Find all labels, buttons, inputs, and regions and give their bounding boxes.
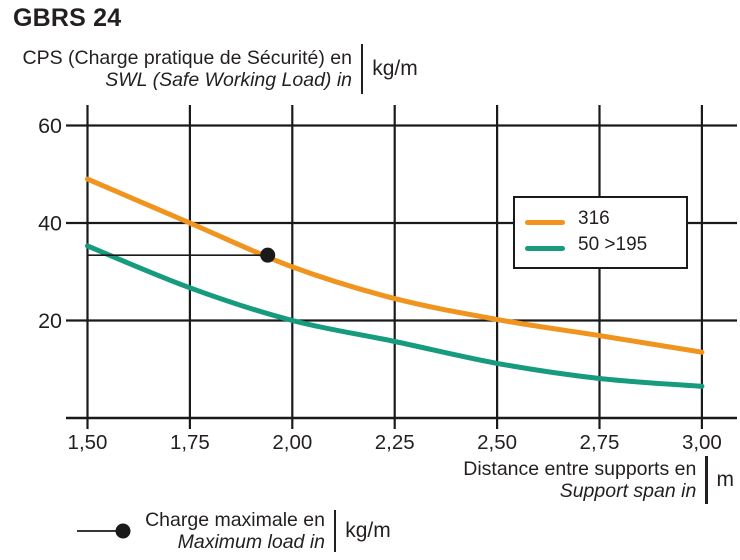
x-tick-label: 3,00 (682, 431, 722, 454)
x-tick-label: 1,50 (68, 431, 108, 454)
legend-label: 316 (578, 207, 610, 229)
y-axis-label-group: CPS (Charge pratique de Sécurité) en SWL… (14, 44, 418, 94)
y-axis-unit: kg/m (372, 57, 418, 80)
legend-swatch-orange (525, 219, 565, 225)
divider (361, 44, 364, 94)
legend-item-50-195: 50 >195 (525, 235, 680, 254)
x-axis-label-en: Support span in (559, 480, 697, 502)
maxload-marker-icon (77, 523, 131, 539)
legend-label: 50 >195 (578, 234, 648, 256)
page-title: GBRS 24 (13, 4, 122, 32)
x-axis-unit: m (716, 468, 735, 491)
chart-legend: 316 50 >195 (513, 196, 688, 269)
divider (334, 510, 337, 552)
x-tick-label: 1,75 (170, 431, 210, 454)
maxload-label-en: Maximum load in (177, 531, 325, 553)
x-axis-label-fr: Distance entre supports en (463, 458, 697, 480)
maxload-dot (260, 247, 276, 263)
y-axis-label-fr: CPS (Charge pratique de Sécurité) en (22, 47, 352, 69)
legend-item-316: 316 (525, 209, 680, 228)
y-tick-label: 60 (38, 114, 62, 138)
y-tick-label: 20 (38, 309, 62, 333)
legend-swatch-teal (525, 246, 565, 252)
x-axis-label-text: Distance entre supports en Support span … (463, 456, 696, 504)
x-tick-label: 2,25 (375, 431, 415, 454)
maxload-legend-text: Charge maximale en Maximum load in (135, 509, 325, 553)
x-tick-label: 2,00 (272, 431, 312, 454)
maxload-unit: kg/m (345, 519, 391, 542)
y-tick-label: 40 (38, 212, 62, 236)
x-tick-label: 2,75 (580, 431, 620, 454)
y-axis-label-en: SWL (Safe Working Load) in (105, 69, 352, 91)
maxload-legend: Charge maximale en Maximum load in kg/m (75, 507, 391, 555)
curve-316 (85, 176, 705, 355)
x-tick-label: 2,50 (477, 431, 517, 454)
curve-50-195 (85, 243, 705, 389)
y-axis-label-text: CPS (Charge pratique de Sécurité) en SWL… (14, 44, 352, 94)
maxload-label-fr: Charge maximale en (145, 509, 325, 531)
x-axis-label-group: Distance entre supports en Support span … (463, 456, 734, 504)
divider (705, 456, 708, 504)
